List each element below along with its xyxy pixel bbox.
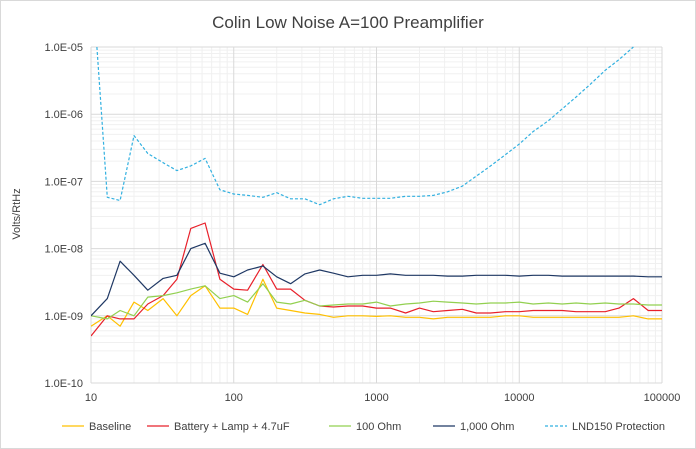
chart-title: Colin Low Noise A=100 Preamplifier	[212, 13, 484, 32]
legend-label-3: 100 Ohm	[356, 421, 401, 433]
y-tick-label: 1.0E-10	[44, 378, 83, 390]
legend-label-5: LND150 Protection	[572, 421, 665, 433]
y-axis-title: Volts/RtHz	[11, 188, 23, 239]
x-tick-label: 100	[225, 392, 243, 404]
x-tick-label: 1000	[364, 392, 388, 404]
y-tick-labels: 1.0E-10 1.0E-09 1.0E-08 1.0E-07 1.0E-06 1.0E-…	[44, 42, 83, 390]
y-tick-label: 1.0E-08	[44, 244, 83, 256]
legend-label-4: 1,000 Ohm	[460, 421, 514, 433]
series-line-5	[96, 46, 634, 206]
series-layer	[91, 46, 662, 337]
series-line-1	[91, 278, 662, 327]
x-tick-labels: 10 100 1000 10000 100000	[85, 392, 680, 404]
legend-label-1: Baseline	[89, 421, 131, 433]
series-line-3	[91, 283, 662, 320]
legend: Baseline Battery + Lamp + 4.7uF 100 Ohm 1,0…	[62, 421, 665, 433]
series-line-2	[91, 222, 662, 337]
x-tick-label: 10	[85, 392, 97, 404]
y-tick-label: 1.0E-06	[44, 109, 83, 121]
x-tick-label: 100000	[644, 392, 681, 404]
y-tick-label: 1.0E-07	[44, 176, 83, 188]
y-tick-label: 1.0E-09	[44, 311, 83, 323]
legend-label-2: Battery + Lamp + 4.7uF	[174, 421, 290, 433]
y-tick-label: 1.0E-05	[44, 42, 83, 54]
x-tick-label: 10000	[504, 392, 535, 404]
series-line-4	[91, 242, 662, 317]
